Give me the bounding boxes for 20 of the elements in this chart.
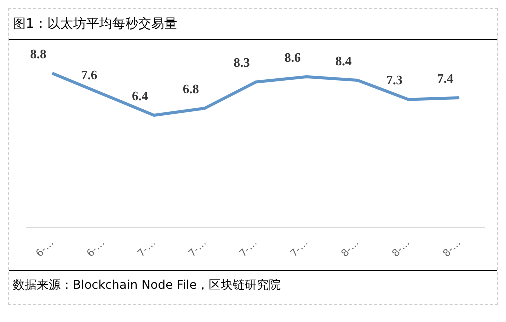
data-label: 8.3 <box>234 55 251 70</box>
data-label: 8.6 <box>284 50 302 65</box>
x-tick-label: 7-… <box>238 238 260 260</box>
source-note: 数据来源：Blockchain Node File，区块链研究院 <box>13 277 282 294</box>
x-tick-label: 7-… <box>187 238 210 260</box>
data-label: 7.3 <box>386 72 404 88</box>
x-tick-label: 8-… <box>390 238 413 260</box>
data-label: 6.8 <box>182 81 200 96</box>
x-tick-label: 8-… <box>442 238 464 260</box>
data-label: 7.4 <box>437 70 454 86</box>
x-tick-label: 7-… <box>288 238 311 260</box>
x-tick-label: 6-… <box>34 238 56 260</box>
x-tick-label: 7-… <box>136 238 158 260</box>
data-label: 8.8 <box>30 46 48 62</box>
data-label: 7.6 <box>81 67 98 82</box>
chart-title: 图1：以太坊平均每秒交易量 <box>9 9 497 40</box>
data-label: 6.4 <box>132 88 149 104</box>
data-label: 8.4 <box>336 53 352 68</box>
x-tick-label: 8-… <box>340 238 362 260</box>
x-tick-label: 6-… <box>85 238 108 260</box>
